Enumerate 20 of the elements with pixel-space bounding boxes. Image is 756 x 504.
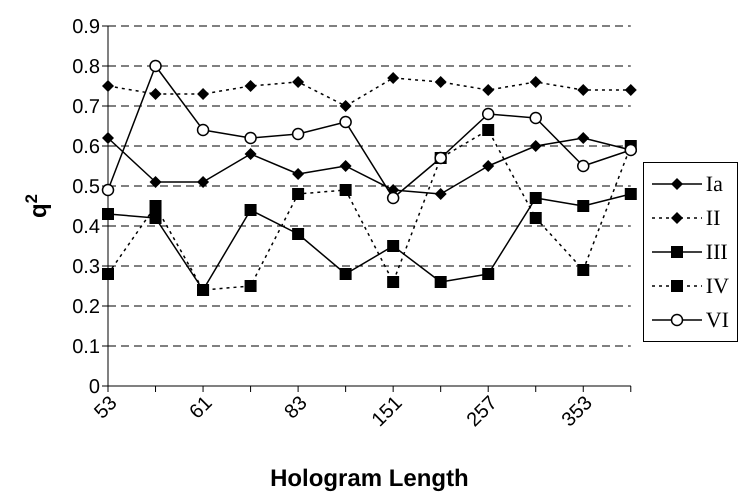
y-tick-label: 0.9 [72,16,100,38]
x-tick-label: 61 [185,392,217,424]
x-tick-label: 353 [558,392,597,432]
legend-label: IV [706,273,729,299]
legend-label: Ia [706,171,723,197]
legend-label: II [706,205,720,231]
x-axis-title: Hologram Length [270,465,469,492]
y-tick-label: 0.3 [72,256,100,278]
y-tick-label: 0.4 [72,216,100,238]
x-tick-label: 83 [280,392,312,424]
y-tick-label: 0.8 [72,56,100,78]
y-tick-label: 0.1 [72,336,100,358]
legend-label: III [706,239,728,265]
x-tick-label: 151 [368,392,407,432]
y-tick-label: 0.2 [72,296,100,318]
y-tick-label: 0.6 [72,136,100,158]
x-tick-label: 257 [462,392,502,432]
y-tick-label: 0.5 [72,176,100,198]
legend-label: VI [706,307,729,333]
y-tick-label: 0.7 [72,96,100,118]
